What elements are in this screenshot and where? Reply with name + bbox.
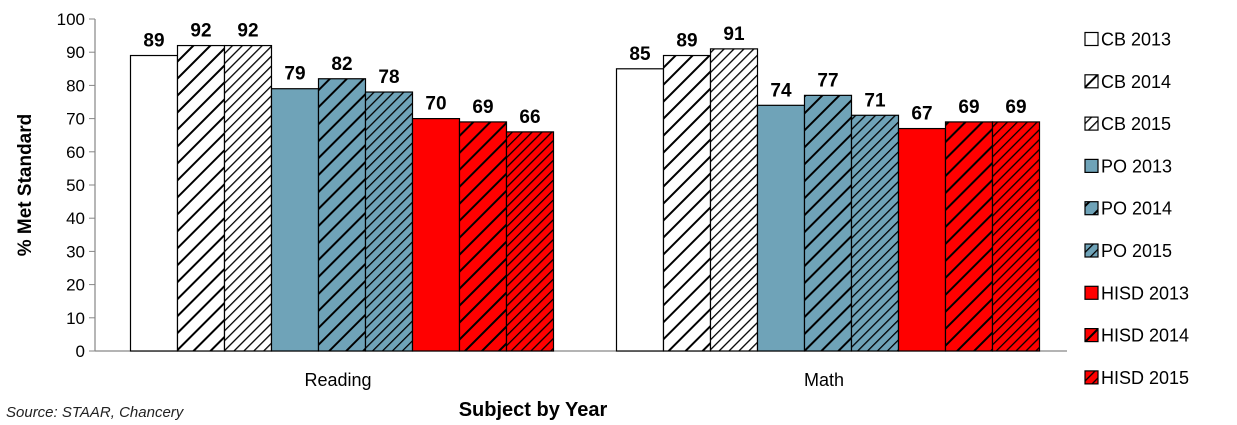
legend-label: PO 2014 <box>1101 199 1172 219</box>
legend-swatch <box>1084 243 1099 258</box>
y-tick-label: 30 <box>66 242 85 261</box>
legend-swatch <box>1084 74 1099 89</box>
bar-value-label: 66 <box>519 107 540 128</box>
bar-value-label: 91 <box>723 24 745 45</box>
bar <box>458 121 508 352</box>
y-tick-label: 0 <box>76 342 85 361</box>
bar <box>756 104 806 352</box>
legend-label: HISD 2015 <box>1101 368 1189 388</box>
legend-label: PO 2013 <box>1101 156 1172 176</box>
bar-value-label: 77 <box>817 70 838 91</box>
bar-value-label: 74 <box>770 80 792 101</box>
y-tick-label: 60 <box>66 143 85 162</box>
legend-swatch <box>1084 158 1099 173</box>
y-tick-label: 100 <box>57 10 85 29</box>
legend-swatch <box>1084 328 1099 343</box>
bar-value-label: 89 <box>676 31 697 52</box>
bar-value-label: 71 <box>864 90 886 111</box>
y-tick-label: 80 <box>66 76 85 95</box>
legend-swatch <box>1084 31 1099 47</box>
legend-label: HISD 2013 <box>1101 283 1189 303</box>
bar-value-label: 92 <box>190 21 211 42</box>
y-tick-label: 20 <box>66 276 85 295</box>
y-tick-label: 90 <box>66 43 85 62</box>
source-note: Source: STAAR, Chancery <box>6 404 184 421</box>
legend-label: CB 2014 <box>1101 72 1171 92</box>
x-axis-title: Subject by Year <box>459 399 608 421</box>
bar <box>364 91 414 352</box>
legend-swatch <box>1084 370 1099 385</box>
legend-swatch <box>1084 201 1099 216</box>
bar-value-label: 69 <box>1005 97 1026 118</box>
y-tick-label: 40 <box>66 209 85 228</box>
y-axis-title: % Met Standard <box>15 114 36 257</box>
category-label: Math <box>804 370 844 390</box>
bar-value-label: 89 <box>143 31 164 52</box>
bar <box>223 44 273 352</box>
bar <box>176 44 226 352</box>
bar-value-label: 67 <box>911 104 932 125</box>
bar-value-label: 82 <box>331 54 352 75</box>
bar-value-label: 79 <box>284 64 305 85</box>
bar <box>897 127 947 352</box>
bar-value-label: 70 <box>425 94 446 115</box>
bar-value-label: 92 <box>237 21 258 42</box>
bar <box>944 121 994 352</box>
bar <box>662 54 712 352</box>
bar <box>615 68 665 352</box>
legend-label: HISD 2014 <box>1101 326 1189 346</box>
bar <box>991 121 1041 352</box>
bar-value-label: 85 <box>629 44 651 65</box>
y-tick-label: 70 <box>66 110 85 129</box>
legend-label: PO 2015 <box>1101 241 1172 261</box>
category-label: Reading <box>304 370 371 390</box>
bar-value-label: 69 <box>472 97 493 118</box>
bar <box>709 48 759 352</box>
legend-swatch <box>1084 285 1099 300</box>
bar <box>129 54 179 352</box>
bar-value-label: 78 <box>378 67 399 88</box>
bar <box>411 117 461 352</box>
y-tick-label: 10 <box>66 309 85 328</box>
bar <box>850 114 900 352</box>
bar <box>317 78 367 352</box>
legend-label: CB 2015 <box>1101 114 1171 134</box>
bar <box>803 94 853 352</box>
legend-swatch <box>1084 116 1099 131</box>
legend-label: CB 2013 <box>1101 30 1171 50</box>
bar <box>270 88 320 352</box>
bar-value-label: 69 <box>958 97 979 118</box>
y-tick-label: 50 <box>66 176 85 195</box>
bar <box>505 131 555 352</box>
